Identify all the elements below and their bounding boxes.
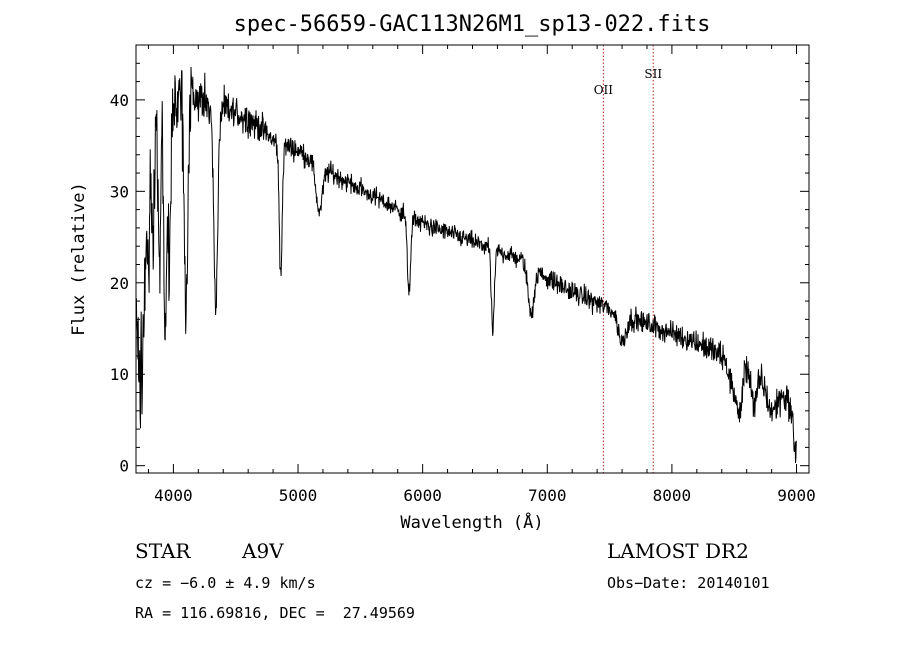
spectrum-line [135,66,797,464]
y-tick-label: 10 [110,365,129,384]
annotation-label-oii: OII [594,83,614,97]
x-axis-label: Wavelength (Å) [400,511,543,533]
coordinates: RA = 116.69816, DEC = 27.49569 [135,604,415,622]
y-tick-label: 40 [110,91,129,110]
obs-date: Obs−Date: 20140101 [607,574,770,592]
object-class: STAR [135,539,191,563]
y-tick-label: 30 [110,182,129,201]
spectral-subclass: A9V [242,539,284,563]
x-tick-label: 9000 [777,486,816,505]
y-tick-label: 20 [110,274,129,293]
chart-title: spec-56659-GAC113N26M1_sp13-022.fits [234,12,711,37]
x-tick-label: 6000 [403,486,442,505]
y-axis-label: Flux (relative) [69,182,89,336]
survey-name: LAMOST DR2 [607,539,749,563]
line-annotations: OII SII [594,45,662,473]
x-tick-label: 4000 [154,486,193,505]
y-axis: 0 10 20 30 40 [110,62,809,476]
x-tick-label: 5000 [279,486,318,505]
x-tick-label: 7000 [528,486,567,505]
annotation-label-sii: SII [644,67,662,81]
y-tick-label: 0 [119,457,129,476]
redshift-cz: cz = −6.0 ± 4.9 km/s [135,574,316,592]
x-tick-label: 8000 [653,486,692,505]
x-axis: 4000 5000 6000 7000 8000 9000 [147,45,816,505]
